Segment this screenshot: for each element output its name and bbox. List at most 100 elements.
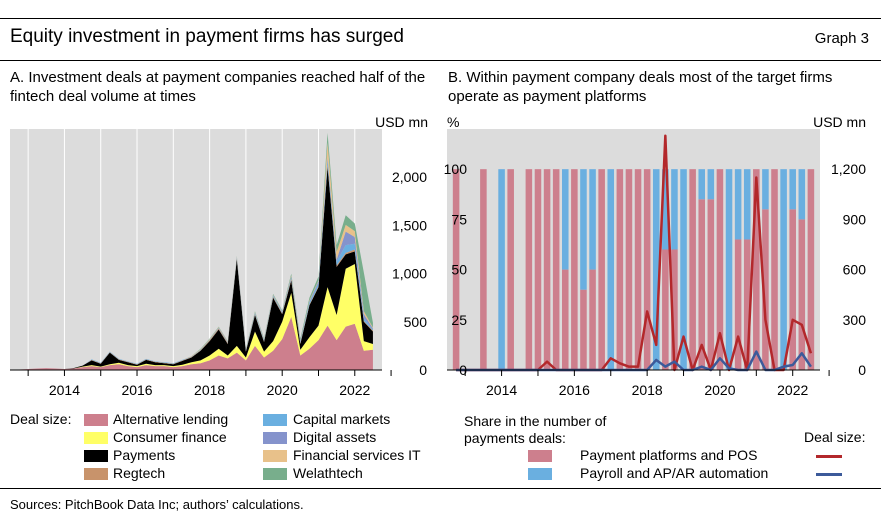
bar-segment <box>762 169 769 210</box>
legend-a-heading: Deal size: <box>10 411 72 427</box>
bar-segment <box>762 209 769 370</box>
bar-segment <box>534 169 542 370</box>
bar-segment <box>734 169 742 240</box>
y-tick-label: 0 <box>419 362 427 378</box>
bar-segment <box>662 249 669 370</box>
left-tick-label: 100 <box>444 161 468 177</box>
panel-b-title: B. Within payment company deals most of … <box>448 69 833 105</box>
x-tick-label: 2022 <box>339 382 370 398</box>
legend-b-share-heading: Share in the number of payments deals: <box>464 413 607 446</box>
right-tick-label: 0 <box>858 362 866 378</box>
bar-segment <box>789 169 796 210</box>
right-tick-label: 600 <box>843 262 867 278</box>
bar-segment <box>643 169 651 370</box>
right-tick-label: 1,200 <box>831 161 866 177</box>
bar-segment <box>507 169 514 370</box>
bar-segment <box>671 249 678 370</box>
bar-segment <box>580 289 587 370</box>
legend-label: Consumer finance <box>113 429 227 445</box>
page-title: Equity investment in payment firms has s… <box>10 26 404 47</box>
bar-segment <box>753 169 760 370</box>
x-tick-label: 2018 <box>632 382 663 398</box>
legend-label: Payment platforms and POS <box>580 447 758 463</box>
bar-segment <box>662 169 669 250</box>
bar-segment <box>671 169 678 250</box>
bar-segment <box>734 239 742 370</box>
bar-segment <box>589 169 596 270</box>
right-tick-label: 900 <box>843 211 867 227</box>
legend-label: Alternative lending <box>113 411 229 427</box>
x-tick-label: 2014 <box>49 382 80 398</box>
bar-segment <box>589 269 596 370</box>
sources-note: Sources: PitchBook Data Inc; authors’ ca… <box>10 497 304 512</box>
bar-segment <box>707 169 715 200</box>
bar-segment <box>771 169 778 370</box>
bar-segment <box>552 169 560 370</box>
legend-swatch <box>528 468 552 480</box>
bar-segment <box>725 169 733 370</box>
bar-segment <box>780 169 787 370</box>
legend-swatch <box>263 432 287 444</box>
bar-segment <box>798 219 806 370</box>
legend-label: Payments <box>113 447 176 463</box>
legend-swatch <box>528 450 552 462</box>
right-tick-label: 300 <box>843 312 867 328</box>
x-tick-label: 2016 <box>559 382 590 398</box>
bar-segment <box>616 169 624 370</box>
bar-segment <box>716 169 724 370</box>
bar-segment <box>698 169 706 200</box>
bar-segment <box>698 199 706 370</box>
legend-line-blue <box>816 473 842 476</box>
left-axis-unit: % <box>447 114 459 130</box>
y-tick-label: 1,000 <box>392 266 427 282</box>
y-tick-label: 1,500 <box>392 217 427 233</box>
left-tick-label: 75 <box>451 211 467 227</box>
bar-segment <box>598 169 605 370</box>
legend-swatch <box>263 450 287 462</box>
left-tick-label: 25 <box>451 312 467 328</box>
legend-label: Financial services IT <box>293 447 421 463</box>
legend-swatch <box>84 468 108 480</box>
legend-swatch <box>263 414 287 426</box>
footer-rule <box>0 488 881 489</box>
panel-a-title: A. Investment deals at payment companies… <box>10 69 426 105</box>
legend-label: Regtech <box>113 465 166 481</box>
bar-segment <box>625 169 633 370</box>
bar-segment <box>798 169 806 220</box>
legend-swatch <box>84 450 108 462</box>
x-tick-label: 2020 <box>704 382 735 398</box>
legend-swatch <box>263 468 287 480</box>
bar-segment <box>525 169 533 370</box>
bar-segment <box>789 209 796 370</box>
left-tick-label: 50 <box>451 262 467 278</box>
legend-line-red <box>816 455 842 458</box>
right-axis-unit: USD mn <box>813 114 866 130</box>
bar-segment <box>561 169 569 270</box>
bar-segment <box>452 169 460 370</box>
bar-segment <box>707 199 715 370</box>
title-rule <box>0 60 881 61</box>
legend-swatch <box>84 414 108 426</box>
legend-label: Welathtech <box>293 465 363 481</box>
x-tick-label: 2022 <box>777 382 808 398</box>
legend-b-deal-size-heading: Deal size: <box>804 429 866 445</box>
bar-segment <box>480 169 487 370</box>
legend-swatch <box>84 432 108 444</box>
legend-label: Capital markets <box>293 411 391 427</box>
y-axis-unit: USD mn <box>375 114 428 130</box>
left-tick-label: 0 <box>459 362 467 378</box>
bar-segment <box>743 169 751 240</box>
y-tick-label: 2,000 <box>392 169 427 185</box>
bar-segment <box>689 169 696 370</box>
x-tick-label: 2020 <box>267 382 298 398</box>
x-tick-label: 2014 <box>486 382 517 398</box>
legend-label: Digital assets <box>293 429 377 445</box>
area-alternative-lending <box>19 316 373 370</box>
bar-segment <box>580 169 587 290</box>
bar-segment <box>571 169 578 370</box>
bar-segment <box>543 169 551 370</box>
bar-segment <box>561 269 569 370</box>
x-tick-label: 2018 <box>194 382 225 398</box>
